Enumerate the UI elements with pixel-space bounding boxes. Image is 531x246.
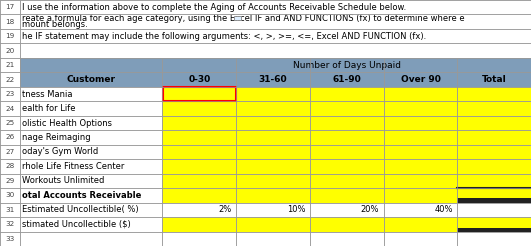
Bar xyxy=(310,145,383,159)
Text: ealth for Life: ealth for Life xyxy=(22,104,76,113)
Text: 26: 26 xyxy=(5,135,15,140)
Text: 28: 28 xyxy=(5,163,15,169)
Text: nage Reimaging: nage Reimaging xyxy=(22,133,91,142)
Bar xyxy=(162,101,236,116)
Bar xyxy=(162,130,236,145)
Text: 27: 27 xyxy=(5,149,15,155)
Bar xyxy=(162,188,236,203)
Bar xyxy=(383,174,457,188)
Bar xyxy=(310,217,383,231)
Bar xyxy=(236,101,310,116)
Bar xyxy=(162,145,236,159)
Bar xyxy=(383,188,457,203)
Bar xyxy=(457,217,531,231)
Text: 33: 33 xyxy=(5,236,15,242)
Text: 10%: 10% xyxy=(287,205,306,214)
Bar xyxy=(457,217,531,231)
Bar xyxy=(457,217,531,228)
Bar xyxy=(383,159,457,174)
Bar xyxy=(236,174,310,188)
Text: 23: 23 xyxy=(5,91,15,97)
Bar xyxy=(20,58,531,72)
Text: 21: 21 xyxy=(5,62,15,68)
Bar xyxy=(236,217,310,231)
Text: 31: 31 xyxy=(5,207,15,213)
Text: oday's Gym World: oday's Gym World xyxy=(22,147,99,156)
Text: 17: 17 xyxy=(5,4,15,10)
Text: mount belongs.: mount belongs. xyxy=(22,20,88,29)
Text: Total: Total xyxy=(482,75,507,84)
Bar xyxy=(162,174,236,188)
Text: Over 90: Over 90 xyxy=(400,75,440,84)
Text: 30: 30 xyxy=(5,192,15,198)
Bar xyxy=(457,87,531,101)
Bar xyxy=(310,101,383,116)
Bar xyxy=(383,217,457,231)
Text: I use the information above to complete the Aging of Accounts Receivable Schedul: I use the information above to complete … xyxy=(22,3,407,12)
Bar xyxy=(457,188,531,203)
Text: 32: 32 xyxy=(5,221,15,227)
Bar xyxy=(383,145,457,159)
Bar xyxy=(162,159,236,174)
Text: Number of Days Unpaid: Number of Days Unpaid xyxy=(293,61,401,70)
Text: 0-30: 0-30 xyxy=(188,75,210,84)
Text: 18: 18 xyxy=(5,19,15,25)
Bar xyxy=(236,145,310,159)
Bar xyxy=(236,188,310,203)
Text: 31-60: 31-60 xyxy=(259,75,287,84)
Bar xyxy=(234,16,241,20)
Bar xyxy=(457,159,531,174)
Text: Workouts Unlimited: Workouts Unlimited xyxy=(22,176,105,185)
Text: 20%: 20% xyxy=(361,205,379,214)
Bar xyxy=(20,72,531,87)
Bar xyxy=(310,130,383,145)
Bar xyxy=(383,87,457,101)
Bar xyxy=(457,101,531,116)
Text: 20: 20 xyxy=(5,48,15,54)
Bar xyxy=(457,116,531,130)
Bar xyxy=(163,87,236,101)
Text: 19: 19 xyxy=(5,33,15,39)
Text: olistic Health Options: olistic Health Options xyxy=(22,119,112,127)
Bar xyxy=(457,188,531,203)
Text: reate a formula for each age category, using the Excel IF and AND FUNCTIONS (fx): reate a formula for each age category, u… xyxy=(22,14,465,23)
Bar xyxy=(236,159,310,174)
Text: 40%: 40% xyxy=(434,205,453,214)
Bar xyxy=(236,87,310,101)
Text: rhole Life Fitness Center: rhole Life Fitness Center xyxy=(22,162,125,171)
Text: Estimated Uncollectible( %): Estimated Uncollectible( %) xyxy=(22,205,139,214)
Bar xyxy=(310,174,383,188)
Bar xyxy=(310,87,383,101)
Bar xyxy=(383,116,457,130)
Bar xyxy=(310,159,383,174)
Bar xyxy=(162,116,236,130)
Text: h: h xyxy=(236,16,239,21)
Text: 61-90: 61-90 xyxy=(332,75,361,84)
Text: 25: 25 xyxy=(5,120,15,126)
Bar xyxy=(457,130,531,145)
Text: 29: 29 xyxy=(5,178,15,184)
Bar xyxy=(236,116,310,130)
Bar xyxy=(383,101,457,116)
Bar xyxy=(457,145,531,159)
Text: he IF statement may include the following arguments: <, >, >=, <=, Excel AND FUN: he IF statement may include the followin… xyxy=(22,32,426,41)
Bar xyxy=(162,217,236,231)
Text: 22: 22 xyxy=(5,77,15,83)
Bar xyxy=(457,188,531,198)
Bar xyxy=(310,188,383,203)
Text: otal Accounts Receivable: otal Accounts Receivable xyxy=(22,191,142,200)
Bar xyxy=(236,130,310,145)
Bar xyxy=(310,116,383,130)
Text: 2%: 2% xyxy=(219,205,232,214)
Text: Customer: Customer xyxy=(67,75,116,84)
Bar xyxy=(162,87,236,101)
Bar xyxy=(457,174,531,188)
Text: 24: 24 xyxy=(5,106,15,111)
Bar xyxy=(383,130,457,145)
Text: stimated Uncollectible ($): stimated Uncollectible ($) xyxy=(22,220,131,229)
Text: tness Mania: tness Mania xyxy=(22,90,73,99)
